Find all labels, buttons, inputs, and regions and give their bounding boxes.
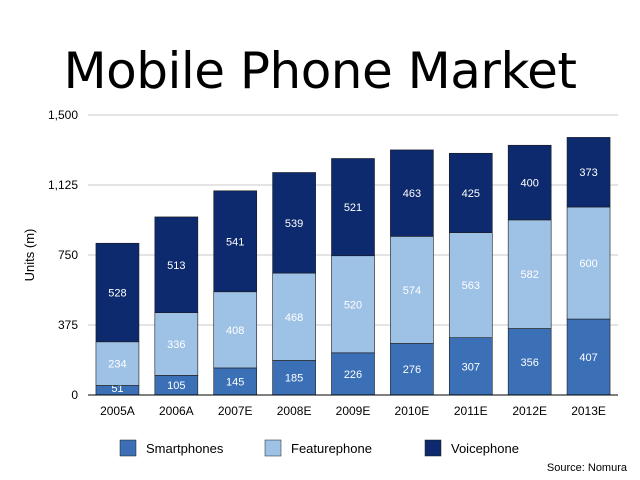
bar-value-label: 105 xyxy=(167,380,185,392)
bar-value-label: 373 xyxy=(579,167,597,179)
y-tick-label: 1,500 xyxy=(48,108,78,122)
y-axis-label: Units (m) xyxy=(22,229,37,282)
bar-segment-featurephone xyxy=(272,272,316,361)
bar-segment-voicephone xyxy=(390,149,434,237)
bar-value-label: 468 xyxy=(285,312,303,324)
y-tick-label: 750 xyxy=(58,248,78,262)
x-tick-label: 2012E xyxy=(512,404,547,418)
bar-value-label: 582 xyxy=(520,269,538,281)
bar-segment-voicephone xyxy=(448,152,493,233)
x-tick-label: 2013E xyxy=(571,404,606,418)
bar-segment-featurephone xyxy=(448,232,493,338)
bar-value-label: 307 xyxy=(462,361,480,373)
bar-value-label: 226 xyxy=(344,369,362,381)
bar-value-label: 234 xyxy=(108,359,126,371)
bar-value-label: 521 xyxy=(344,202,362,214)
bar-value-label: 185 xyxy=(285,373,303,385)
legend-swatch xyxy=(119,439,137,457)
x-tick-label: 2008E xyxy=(277,404,312,418)
y-tick-label: 375 xyxy=(58,318,78,332)
x-tick-label: 2005A xyxy=(100,404,135,418)
legend-label: Featurephone xyxy=(291,441,372,456)
axes: 0 375 750 1,125 1,500 2005A 2006A 2007E 2008E 200… xyxy=(48,108,618,418)
x-tick-label: 2006A xyxy=(159,404,194,418)
bar-segment-featurephone xyxy=(566,206,611,320)
bar-value-label: 407 xyxy=(579,352,597,364)
legend-label: Voicephone xyxy=(451,441,519,456)
bar-segment-voicephone xyxy=(566,137,611,208)
bar-segment-smartphones xyxy=(566,318,611,396)
bar-segment-featurephone xyxy=(95,341,140,386)
bar-value-label: 600 xyxy=(579,258,597,270)
bar-segment-voicephone xyxy=(95,242,140,343)
bar-segment-voicephone xyxy=(272,172,316,274)
bar-value-label: 51 xyxy=(111,383,123,395)
bar-segment-voicephone xyxy=(331,158,375,257)
bar-segment-voicephone xyxy=(154,216,199,313)
bar-segment-featurephone xyxy=(390,236,434,344)
bar-value-label: 574 xyxy=(403,285,421,297)
bar-segment-voicephone xyxy=(507,144,552,221)
bars: 51 234 528 105 336 513 145 408 541 185 468 539 226 52… xyxy=(95,137,611,396)
legend: Smartphones Featurephone Voicephone xyxy=(119,439,519,457)
bar-value-label: 513 xyxy=(167,260,185,272)
bar-value-label: 145 xyxy=(226,376,244,388)
bar-value-label: 425 xyxy=(462,188,480,200)
bar-segment-smartphones xyxy=(272,360,316,396)
bar-value-label: 520 xyxy=(344,299,362,311)
bar-segment-featurephone xyxy=(331,255,375,354)
bar-segment-smartphones xyxy=(213,367,258,396)
bar-value-label: 356 xyxy=(520,357,538,369)
bar-segment-smartphones xyxy=(507,328,552,396)
chart-title: Mobile Phone Market xyxy=(63,42,577,100)
bar-value-label: 563 xyxy=(462,280,480,292)
x-tick-label: 2007E xyxy=(218,404,253,418)
legend-label: Smartphones xyxy=(146,441,224,456)
y-tick-label: 0 xyxy=(71,388,78,402)
bar-value-label: 400 xyxy=(520,178,538,190)
bar-value-label: 336 xyxy=(167,339,185,351)
bar-segment-smartphones xyxy=(448,337,493,396)
bar-segment-smartphones xyxy=(331,352,375,396)
bar-segment-featurephone xyxy=(507,219,552,329)
x-tick-label: 2009E xyxy=(336,404,371,418)
legend-swatch xyxy=(264,439,282,457)
source-note: Source: Nomura xyxy=(547,462,628,474)
bar-segment-smartphones xyxy=(390,343,434,396)
bar-value-label: 541 xyxy=(226,236,244,248)
legend-swatch xyxy=(424,439,442,457)
y-tick-label: 1,125 xyxy=(48,178,78,192)
bar-value-label: 276 xyxy=(403,364,421,376)
bar-segment-featurephone xyxy=(154,312,199,376)
bar-value-label: 539 xyxy=(285,218,303,230)
bar-value-label: 463 xyxy=(403,188,421,200)
x-tick-label: 2010E xyxy=(395,404,430,418)
x-tick-label: 2011E xyxy=(454,404,488,418)
bar-value-label: 528 xyxy=(108,288,126,300)
bar-value-label: 408 xyxy=(226,325,244,337)
bar-segment-voicephone xyxy=(213,190,258,293)
